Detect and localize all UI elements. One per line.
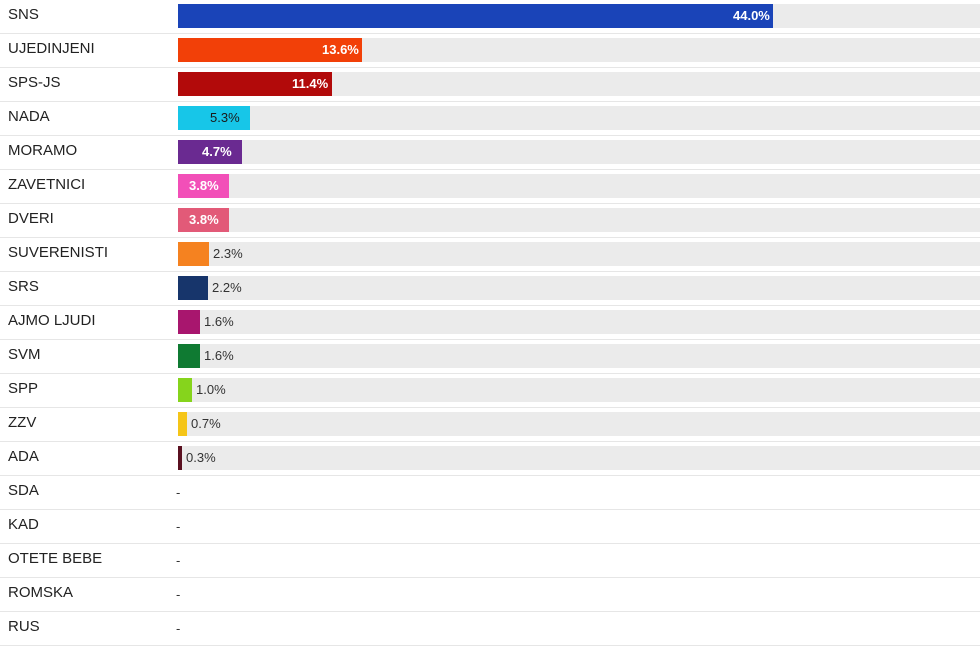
bar-row: SUVERENISTI 2.3% xyxy=(0,238,980,272)
value-label: 13.6% xyxy=(322,42,359,57)
bar xyxy=(178,276,208,300)
bar-row: SPP 1.0% xyxy=(0,374,980,408)
category-label: SNS xyxy=(8,6,39,23)
category-label: ZZV xyxy=(8,414,37,431)
value-label: 1.6% xyxy=(204,314,234,329)
category-label: ZAVETNICI xyxy=(8,176,86,193)
value-label: 3.8% xyxy=(189,178,219,193)
bar-row: ADA 0.3% xyxy=(0,442,980,476)
bar-row: ZZV 0.7% xyxy=(0,408,980,442)
value-label: - xyxy=(176,485,181,500)
value-label: 5.3% xyxy=(210,110,240,125)
value-label: - xyxy=(176,621,181,636)
value-label: 2.3% xyxy=(213,246,243,261)
bar-track xyxy=(178,242,980,266)
bar-track xyxy=(178,310,980,334)
bar-row: SNS 44.0% xyxy=(0,0,980,34)
bar xyxy=(178,412,187,436)
category-label: ROMSKA xyxy=(8,584,74,601)
bar-track xyxy=(178,276,980,300)
bar-row: DVERI 3.8% xyxy=(0,204,980,238)
category-label: KAD xyxy=(8,516,39,533)
bar-track xyxy=(178,446,980,470)
bar-track xyxy=(178,378,980,402)
bar-row: OTETE BEBE - xyxy=(0,544,980,578)
category-label: MORAMO xyxy=(8,142,78,159)
bar-track xyxy=(178,106,980,130)
bar xyxy=(178,310,200,334)
bar xyxy=(178,242,209,266)
bar xyxy=(178,208,229,232)
value-label: 2.2% xyxy=(212,280,242,295)
category-label: SVM xyxy=(8,346,41,363)
category-label: SRS xyxy=(8,278,39,295)
bar-row: SRS 2.2% xyxy=(0,272,980,306)
bar-row: KAD - xyxy=(0,510,980,544)
category-label: SPP xyxy=(8,380,39,397)
bar-track xyxy=(178,174,980,198)
value-label: - xyxy=(176,519,181,534)
category-label: SUVERENISTI xyxy=(8,244,109,261)
category-label: NADA xyxy=(8,108,50,125)
bar-row: RUS - xyxy=(0,612,980,646)
bar-track xyxy=(178,344,980,368)
bar-row: NADA 5.3% xyxy=(0,102,980,136)
value-label: 1.6% xyxy=(204,348,234,363)
bar-row: ROMSKA - xyxy=(0,578,980,612)
value-label: 11.4% xyxy=(292,76,329,91)
value-label: 0.7% xyxy=(191,416,221,431)
value-label: 3.8% xyxy=(189,212,219,227)
bar-row: SDA - xyxy=(0,476,980,510)
bar xyxy=(178,378,192,402)
category-label: OTETE BEBE xyxy=(8,550,103,567)
value-label: 44.0% xyxy=(733,8,770,23)
bar xyxy=(178,72,332,96)
bar-row: SVM 1.6% xyxy=(0,340,980,374)
bar-track xyxy=(178,412,980,436)
value-label: 0.3% xyxy=(186,450,216,465)
bar xyxy=(178,174,229,198)
value-label: 1.0% xyxy=(196,382,226,397)
bar-row: MORAMO 4.7% xyxy=(0,136,980,170)
bar-row: UJEDINJENI 13.6% xyxy=(0,34,980,68)
value-label: 4.7% xyxy=(202,144,232,159)
bar xyxy=(178,4,773,28)
bar xyxy=(178,106,250,130)
category-label: AJMO LJUDI xyxy=(8,312,96,329)
bar xyxy=(178,38,362,62)
bar xyxy=(178,446,182,470)
category-label: RUS xyxy=(8,618,40,635)
value-label: - xyxy=(176,587,181,602)
category-label: UJEDINJENI xyxy=(8,40,95,57)
bar-row: SPS-JS 11.4% xyxy=(0,68,980,102)
category-label: SPS-JS xyxy=(8,74,61,91)
bar-row: ZAVETNICI 3.8% xyxy=(0,170,980,204)
bar xyxy=(178,140,242,164)
category-label: SDA xyxy=(8,482,39,499)
bar-track xyxy=(178,140,980,164)
bar-track xyxy=(178,208,980,232)
category-label: DVERI xyxy=(8,210,54,227)
category-label: ADA xyxy=(8,448,39,465)
bar xyxy=(178,344,200,368)
value-label: - xyxy=(176,553,181,568)
bar-row: AJMO LJUDI 1.6% xyxy=(0,306,980,340)
